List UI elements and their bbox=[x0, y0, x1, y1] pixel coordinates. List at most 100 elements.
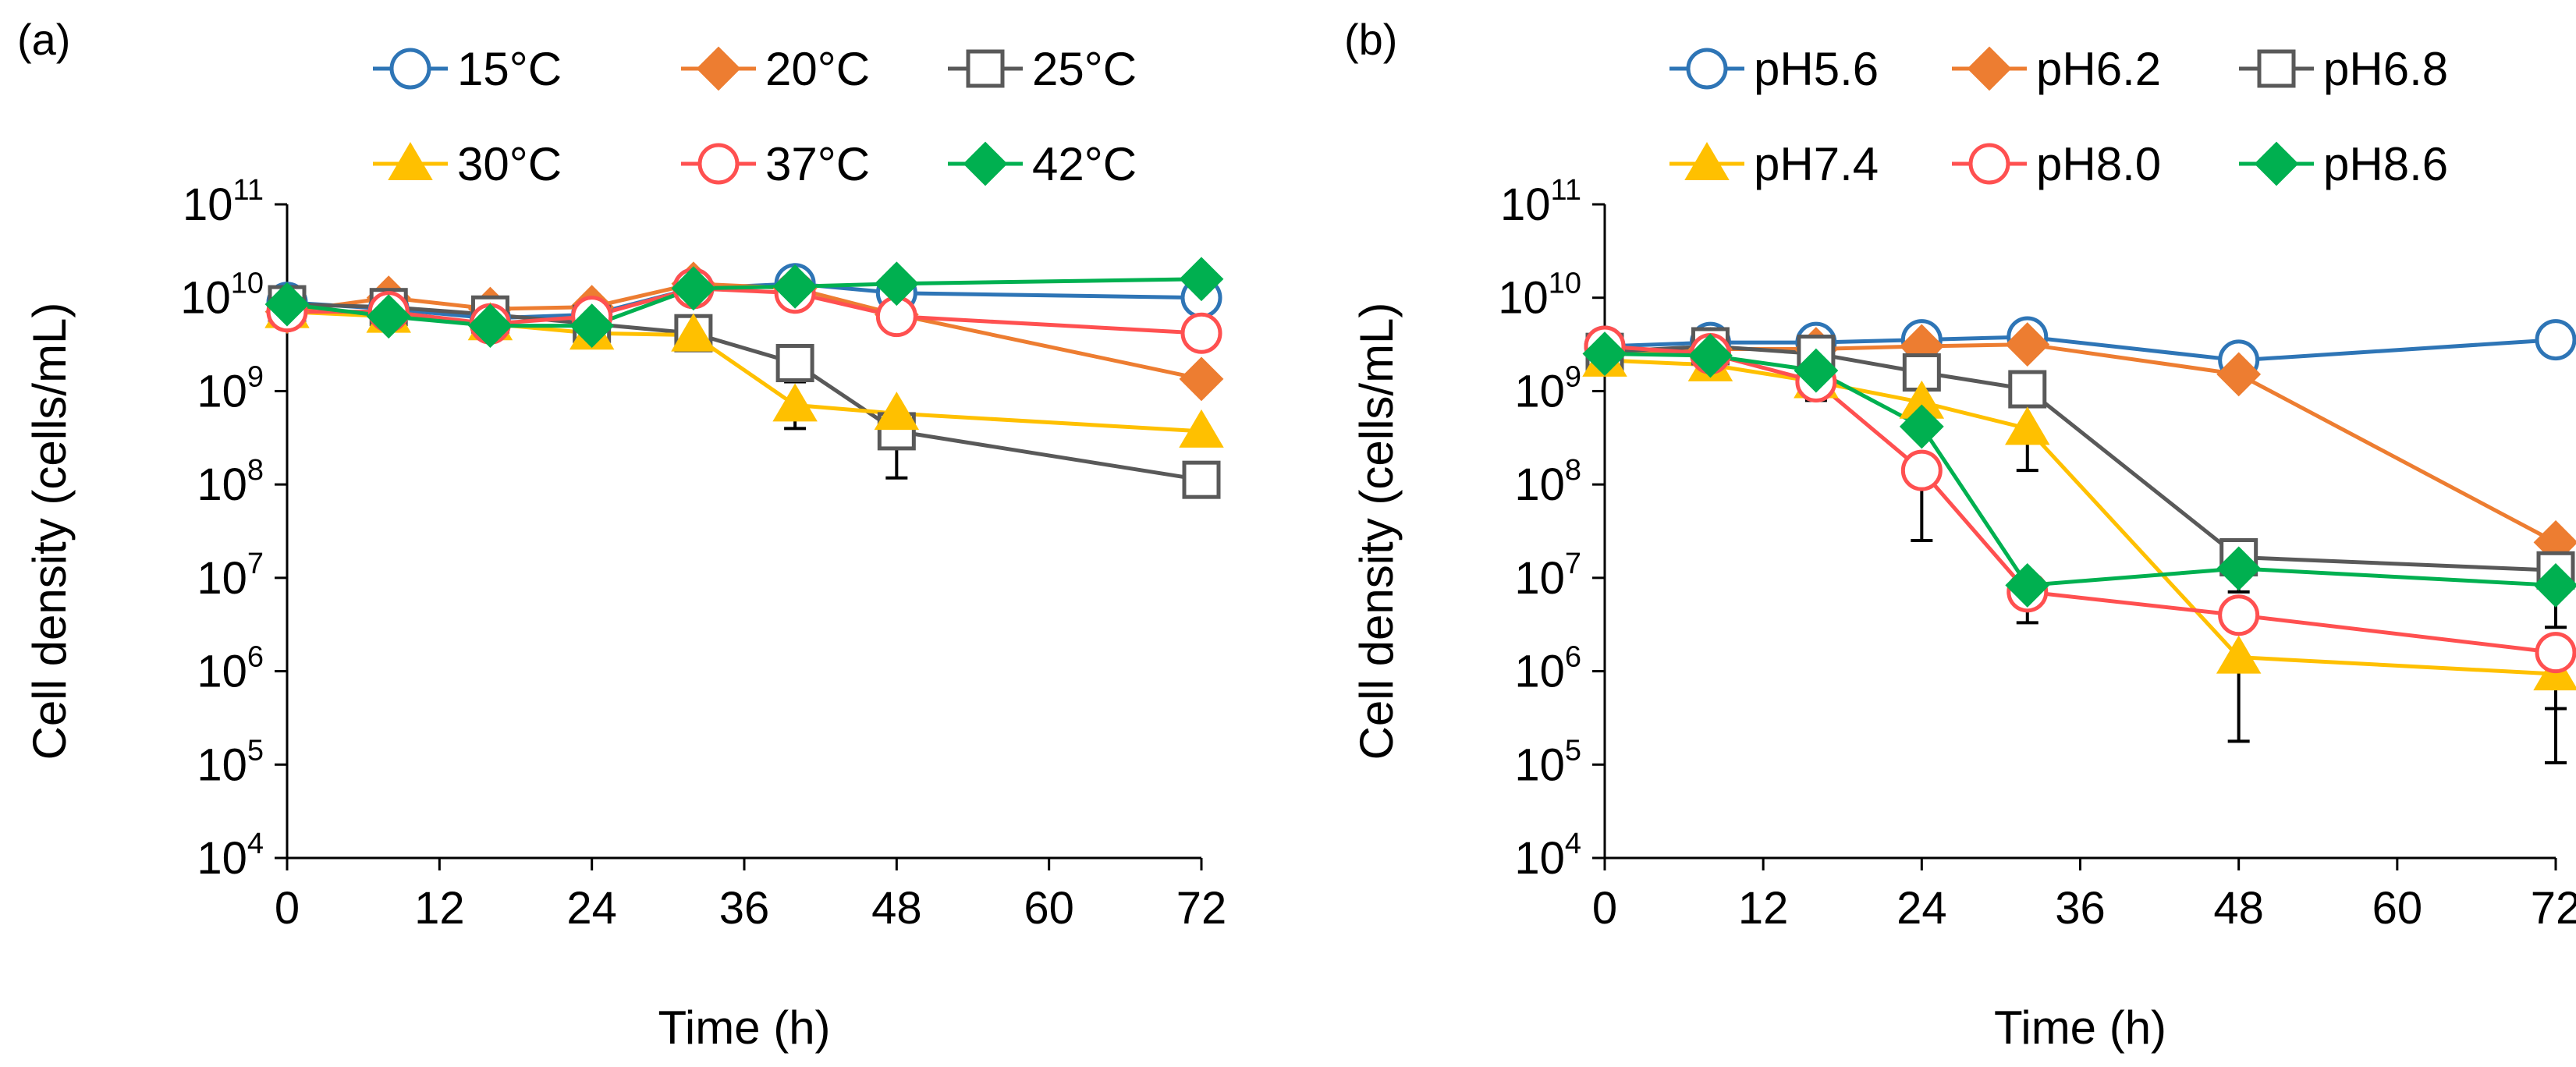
legend-label: pH6.8 bbox=[2323, 43, 2448, 95]
data-point bbox=[772, 383, 818, 422]
legend-label: pH5.6 bbox=[1754, 43, 1879, 95]
data-point bbox=[1794, 348, 1839, 393]
y-tick-label: 105 bbox=[1514, 734, 1581, 790]
legend-label: 15°C bbox=[457, 43, 562, 95]
legend-label: 25°C bbox=[1032, 43, 1137, 95]
y-tick-label: 109 bbox=[1514, 360, 1581, 417]
legend-entry: pH6.8 bbox=[2239, 43, 2448, 95]
legend-label: pH7.4 bbox=[1754, 138, 1879, 190]
data-point bbox=[2216, 546, 2262, 591]
y-tick-label: 106 bbox=[1514, 641, 1581, 697]
data-point bbox=[2005, 406, 2050, 445]
x-tick-label: 36 bbox=[719, 883, 770, 934]
legend-marker bbox=[1684, 142, 1730, 180]
data-point bbox=[874, 392, 920, 431]
series-line bbox=[286, 282, 1202, 381]
data-point bbox=[366, 294, 411, 339]
panel-label: (b) bbox=[1344, 15, 1397, 64]
x-tick-label: 0 bbox=[275, 883, 300, 934]
data-point bbox=[2005, 563, 2050, 608]
legend-entry: 20°C bbox=[681, 43, 870, 95]
y-tick-label: 107 bbox=[1514, 548, 1581, 604]
y-tick-label: 107 bbox=[197, 548, 264, 604]
legend-marker bbox=[697, 143, 740, 185]
legend-marker bbox=[389, 48, 431, 90]
y-tick-label: 106 bbox=[197, 641, 264, 697]
data-point bbox=[1179, 257, 1224, 302]
legend-entry: pH5.6 bbox=[1669, 43, 1879, 95]
series-line bbox=[1604, 342, 2557, 544]
series-line bbox=[286, 310, 1202, 434]
data-point bbox=[2533, 563, 2576, 608]
legend-entry: pH6.2 bbox=[1952, 43, 2161, 95]
x-axis-title: Time (h) bbox=[658, 1001, 830, 1054]
legend-marker bbox=[1968, 143, 2010, 185]
legend-label: pH8.6 bbox=[2323, 138, 2448, 190]
data-point bbox=[1900, 449, 1943, 491]
y-tick-label: 104 bbox=[197, 828, 264, 884]
legend-marker bbox=[966, 49, 1005, 88]
legend-label: 20°C bbox=[765, 43, 870, 95]
series-line bbox=[1604, 344, 2556, 572]
data-point bbox=[1688, 333, 1733, 378]
series-line bbox=[286, 302, 1202, 482]
y-tick-label: 109 bbox=[197, 360, 264, 417]
legend-label: 42°C bbox=[1032, 138, 1137, 190]
legend-label: pH6.2 bbox=[2036, 43, 2161, 95]
data-point bbox=[2218, 594, 2260, 636]
data-point bbox=[2216, 352, 2262, 397]
series-line bbox=[1604, 344, 2556, 655]
legend-marker bbox=[388, 142, 433, 180]
y-tick-label: 1010 bbox=[180, 268, 264, 324]
legend-label: pH8.0 bbox=[2036, 138, 2161, 190]
x-tick-label: 60 bbox=[1024, 883, 1074, 934]
data-point bbox=[2216, 635, 2262, 674]
legend-marker bbox=[696, 46, 741, 91]
legend-label: 30°C bbox=[457, 138, 562, 190]
y-tick-label: 108 bbox=[197, 454, 264, 510]
y-tick-label: 108 bbox=[1514, 454, 1581, 510]
legend-entry: 37°C bbox=[681, 138, 870, 190]
data-point bbox=[671, 313, 716, 352]
panel-label: (a) bbox=[17, 15, 70, 64]
x-tick-label: 48 bbox=[2213, 883, 2264, 934]
data-point bbox=[1179, 356, 1224, 402]
y-axis-title: Cell density (cells/mL) bbox=[23, 303, 76, 760]
legend-entry: pH8.6 bbox=[2239, 138, 2448, 190]
data-point bbox=[1899, 404, 1944, 449]
data-point bbox=[1180, 312, 1222, 354]
x-tick-label: 48 bbox=[871, 883, 922, 934]
data-point bbox=[2535, 319, 2576, 361]
data-point bbox=[772, 264, 818, 309]
data-point bbox=[2535, 632, 2576, 674]
legend-marker bbox=[1686, 48, 1728, 90]
y-axis-title: Cell density (cells/mL) bbox=[1350, 303, 1403, 760]
series-line bbox=[1604, 358, 2556, 676]
data-point bbox=[1179, 409, 1224, 448]
y-tick-label: 105 bbox=[197, 734, 264, 790]
data-point bbox=[468, 303, 513, 349]
x-tick-label: 60 bbox=[2372, 883, 2423, 934]
y-tick-label: 104 bbox=[1514, 828, 1581, 884]
legend-entry: 30°C bbox=[373, 138, 562, 190]
data-point bbox=[2008, 370, 2047, 409]
legend-marker bbox=[963, 141, 1008, 186]
legend-marker bbox=[2257, 49, 2296, 88]
y-tick-label: 1011 bbox=[1500, 174, 1581, 230]
x-tick-label: 24 bbox=[1897, 883, 1947, 934]
x-tick-label: 12 bbox=[414, 883, 465, 934]
data-point bbox=[874, 261, 919, 307]
x-axis-title: Time (h) bbox=[1994, 1001, 2166, 1054]
x-tick-label: 12 bbox=[1738, 883, 1789, 934]
y-tick-label: 1011 bbox=[183, 174, 264, 230]
legend-marker bbox=[1967, 46, 2012, 91]
x-tick-label: 36 bbox=[2055, 883, 2106, 934]
data-point bbox=[1182, 460, 1221, 499]
legend-entry: pH7.4 bbox=[1669, 138, 1879, 190]
x-tick-label: 72 bbox=[2531, 883, 2576, 934]
x-tick-label: 72 bbox=[1176, 883, 1227, 934]
legend-marker bbox=[2254, 141, 2299, 186]
